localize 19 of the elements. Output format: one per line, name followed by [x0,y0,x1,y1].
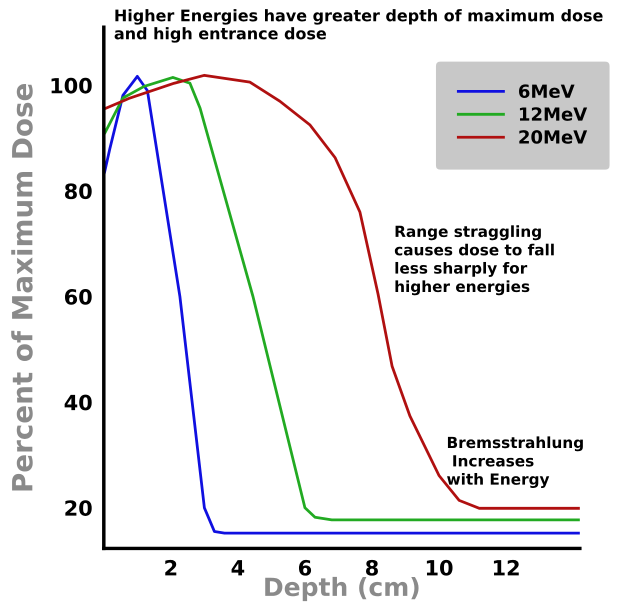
x-axis-title: Depth (cm) [265,576,419,602]
legend-label: 12MeV [520,107,588,121]
y-tick-label: 60 [65,289,92,305]
legend-label: 6MeV [519,84,575,98]
y-tick-label: 20 [65,500,92,516]
y-tick-label: 100 [52,78,92,94]
y-axis-title: Percent of Maximum Dose [11,84,33,491]
x-tick-label: 6 [298,560,312,576]
x-tick-label: 12 [494,560,519,576]
legend-label: 20MeV [519,130,588,144]
chart-title: Higher Energies have greater depth of maximum dose and high entrance dose [114,9,603,43]
y-tick-label: 40 [64,394,92,410]
x-tick-label: 8 [366,560,378,576]
annotation: Bremsstrahlung Increases with Energy [447,436,583,488]
x-tick-label: 10 [426,560,453,576]
y-tick-label: 80 [64,183,92,200]
x-tick-label: 2 [165,560,176,576]
annotation: Range straggling causes dose to fall less sharply for higher energies [394,225,554,296]
x-tick-label: 4 [232,560,244,576]
